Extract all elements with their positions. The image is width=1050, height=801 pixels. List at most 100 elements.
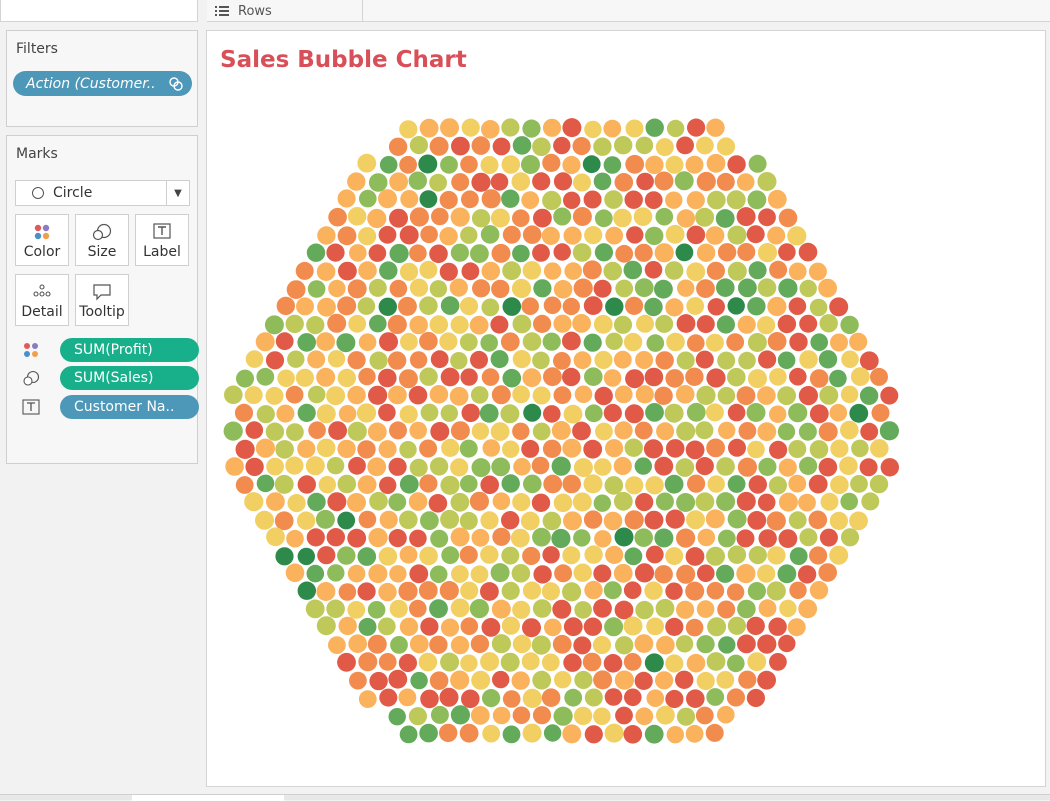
bubble-mark[interactable] [592, 635, 612, 655]
bubble-mark[interactable] [500, 332, 520, 352]
bubble-mark[interactable] [717, 705, 735, 724]
bubble-mark[interactable] [645, 155, 664, 175]
bubble-mark[interactable] [358, 367, 376, 386]
bubble-mark[interactable] [315, 509, 335, 529]
bubble-mark[interactable] [297, 403, 316, 422]
bubble-mark[interactable] [379, 261, 398, 280]
bubble-mark[interactable] [636, 314, 654, 333]
bubble-mark[interactable] [316, 262, 336, 281]
bubble-mark[interactable] [644, 297, 663, 317]
bubble-mark[interactable] [326, 457, 345, 475]
bubble-mark[interactable] [654, 386, 673, 405]
bubble-mark[interactable] [522, 119, 541, 138]
bubble-mark[interactable] [594, 209, 613, 228]
bubble-mark[interactable] [574, 670, 593, 690]
bubble-mark[interactable] [582, 260, 602, 280]
bubble-mark[interactable] [615, 279, 634, 298]
bubble-mark[interactable] [727, 403, 746, 422]
bubble-mark[interactable] [512, 422, 530, 440]
bubble-mark[interactable] [277, 369, 295, 388]
bubble-mark[interactable] [562, 118, 582, 138]
bubble-mark[interactable] [501, 474, 520, 493]
bubble-mark[interactable] [727, 509, 747, 529]
bubble-mark[interactable] [706, 153, 726, 173]
bubble-mark[interactable] [840, 420, 859, 440]
bubble-mark[interactable] [522, 618, 541, 638]
bubble-mark[interactable] [337, 546, 356, 565]
bubble-mark[interactable] [449, 386, 469, 406]
bubble-mark[interactable] [318, 476, 336, 494]
bubble-mark[interactable] [788, 297, 807, 316]
detail-button[interactable]: Detail [15, 274, 69, 326]
bubble-mark[interactable] [388, 137, 408, 156]
bubble-mark[interactable] [357, 440, 376, 459]
bubble-mark[interactable] [429, 244, 448, 264]
bubble-mark[interactable] [471, 458, 491, 478]
bubble-mark[interactable] [409, 315, 428, 335]
bubble-mark[interactable] [646, 617, 664, 636]
bubble-mark[interactable] [777, 423, 796, 441]
bubble-mark[interactable] [562, 582, 582, 602]
bubble-mark[interactable] [788, 474, 807, 493]
bubble-mark[interactable] [861, 492, 880, 511]
bubble-mark[interactable] [297, 333, 316, 352]
bubble-mark[interactable] [450, 635, 470, 655]
bubble-mark[interactable] [532, 172, 551, 191]
bubble-mark[interactable] [429, 457, 449, 476]
bubble-mark[interactable] [459, 723, 479, 743]
bubble-mark[interactable] [450, 243, 469, 262]
bubble-mark[interactable] [707, 475, 725, 493]
bubble-mark[interactable] [430, 422, 450, 441]
bubble-mark[interactable] [531, 456, 550, 475]
bubble-mark[interactable] [747, 297, 766, 316]
bubble-mark[interactable] [357, 547, 377, 566]
bubble-mark[interactable] [459, 297, 479, 316]
bubble-mark[interactable] [336, 333, 356, 353]
bubble-mark[interactable] [369, 491, 388, 511]
bubble-mark[interactable] [624, 510, 644, 530]
bubble-mark[interactable] [357, 475, 377, 494]
bubble-mark[interactable] [716, 564, 735, 583]
bubble-mark[interactable] [593, 172, 612, 191]
bubble-mark[interactable] [521, 652, 540, 671]
bubble-mark[interactable] [798, 242, 818, 262]
bubble-mark[interactable] [511, 564, 531, 583]
bubble-mark[interactable] [337, 226, 357, 246]
bubble-mark[interactable] [685, 155, 704, 174]
bubble-mark[interactable] [705, 333, 724, 352]
bubble-mark[interactable] [523, 474, 542, 494]
bubble-mark[interactable] [440, 296, 460, 315]
bubble-mark[interactable] [777, 564, 797, 584]
bubble-mark[interactable] [716, 278, 735, 297]
bubble-mark[interactable] [799, 279, 817, 298]
bubble-mark[interactable] [573, 351, 592, 370]
bubble-mark[interactable] [583, 510, 603, 529]
bubble-mark[interactable] [613, 350, 632, 369]
bubble-mark[interactable] [367, 634, 387, 654]
bubble-mark[interactable] [429, 671, 449, 690]
bubble-mark[interactable] [470, 350, 488, 369]
bubble-mark[interactable] [552, 599, 572, 619]
bubble-mark[interactable] [502, 368, 522, 388]
bubble-mark[interactable] [624, 190, 643, 209]
bubble-mark[interactable] [593, 314, 613, 334]
bubble-mark[interactable] [636, 172, 654, 191]
bubble-mark[interactable] [696, 315, 715, 334]
bubble-mark[interactable] [769, 368, 787, 386]
bubble-mark[interactable] [736, 207, 756, 227]
label-button[interactable]: Label [135, 214, 189, 266]
bubble-mark[interactable] [583, 190, 602, 209]
bubble-mark[interactable] [572, 137, 591, 156]
bubble-mark[interactable] [388, 493, 407, 511]
bubble-mark[interactable] [378, 225, 397, 244]
bubble-mark[interactable] [707, 617, 727, 637]
bubble-mark[interactable] [306, 528, 325, 547]
bubble-mark[interactable] [441, 438, 460, 457]
bubble-mark[interactable] [533, 314, 552, 333]
bubble-mark[interactable] [644, 653, 664, 673]
bubble-mark[interactable] [594, 350, 613, 370]
bubble-mark[interactable] [450, 527, 470, 547]
chevron-down-icon[interactable]: ▼ [166, 181, 189, 205]
bubble-mark[interactable] [603, 581, 622, 600]
bubble-mark[interactable] [676, 351, 695, 370]
